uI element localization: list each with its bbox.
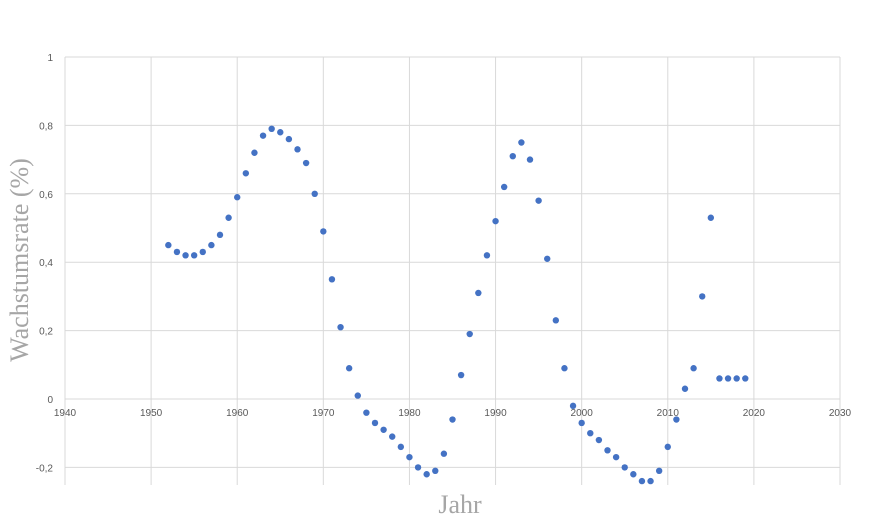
data-point [423, 471, 430, 478]
x-tick-label: 2010 [657, 408, 680, 419]
data-point [655, 467, 663, 475]
gridlines [64, 56, 841, 485]
y-tick-label: 1 [47, 53, 53, 64]
data-point [268, 125, 275, 133]
data-points [165, 125, 749, 485]
data-point [742, 375, 749, 382]
y-tick-label: 0,6 [39, 190, 53, 201]
data-point [673, 416, 680, 423]
data-point [595, 436, 603, 444]
data-point [406, 453, 413, 461]
y-tick-label: -0,2 [36, 463, 54, 474]
data-point [552, 317, 560, 324]
data-point [475, 289, 482, 297]
data-point [277, 129, 284, 136]
data-point [457, 371, 465, 379]
x-tick-label: 1980 [398, 408, 421, 419]
data-point [518, 139, 525, 146]
data-point [526, 156, 534, 163]
data-point [466, 330, 473, 338]
data-point [234, 194, 241, 201]
data-point [733, 375, 740, 382]
data-point [397, 443, 405, 451]
data-point [173, 248, 181, 256]
y-tick-label: 0 [47, 395, 53, 406]
data-point [182, 252, 189, 259]
data-point [630, 471, 637, 478]
x-tick-label: 1950 [140, 408, 163, 419]
data-point [707, 214, 715, 221]
data-point [363, 409, 370, 416]
data-point [208, 241, 215, 249]
data-point [612, 453, 620, 461]
x-axis-title: Jahr [438, 490, 482, 519]
data-point [165, 241, 172, 249]
data-point [492, 217, 499, 225]
x-tick-label: 1940 [54, 408, 77, 419]
data-point [328, 276, 336, 283]
data-point [681, 385, 689, 392]
x-tick-label: 1990 [484, 408, 507, 419]
x-tick-label: 2000 [571, 408, 594, 419]
data-point [587, 430, 594, 437]
data-point [242, 170, 250, 177]
data-point [449, 416, 456, 423]
data-point [535, 197, 542, 204]
y-axis-title: Wachstumsrate (%) [5, 158, 34, 362]
data-point [621, 464, 628, 471]
data-point [190, 252, 198, 259]
data-point [440, 450, 448, 457]
data-point [578, 419, 585, 427]
data-point [561, 365, 568, 372]
x-tick-label: 2030 [829, 408, 852, 419]
x-tick-label: 1960 [226, 408, 249, 419]
data-point [500, 183, 508, 191]
y-tick-label: 0,2 [39, 327, 53, 338]
data-point [311, 190, 318, 197]
y-tick-label: 0,8 [39, 121, 53, 132]
data-point [569, 402, 577, 410]
data-point [432, 467, 439, 475]
x-tick-label: 2020 [743, 408, 766, 419]
data-point [690, 365, 697, 372]
data-point [216, 231, 224, 239]
data-point [664, 443, 671, 451]
data-point [199, 248, 206, 256]
data-point [259, 132, 267, 139]
data-point [285, 135, 293, 143]
x-tick-label: 1970 [312, 408, 335, 419]
data-point [302, 159, 310, 167]
data-point [647, 477, 654, 485]
data-point [724, 375, 732, 382]
data-point [544, 255, 551, 262]
data-point [604, 447, 611, 454]
data-point [414, 464, 422, 471]
tick-labels: 1940 1950 1960 1970 1980 1990 2000 2010 2020 2030… [36, 53, 852, 474]
data-point [345, 365, 353, 372]
y-tick-label: 0,4 [39, 258, 53, 269]
data-point [638, 477, 646, 485]
data-point [483, 252, 491, 259]
data-point [251, 149, 258, 156]
data-point [320, 228, 327, 235]
data-point [354, 392, 361, 399]
data-point [371, 419, 379, 427]
data-point [225, 214, 232, 221]
data-point [380, 426, 387, 433]
data-point [294, 146, 301, 153]
data-point [699, 293, 706, 300]
data-point [509, 152, 516, 160]
data-point [716, 375, 723, 382]
data-point [337, 323, 344, 331]
data-point [389, 433, 396, 440]
